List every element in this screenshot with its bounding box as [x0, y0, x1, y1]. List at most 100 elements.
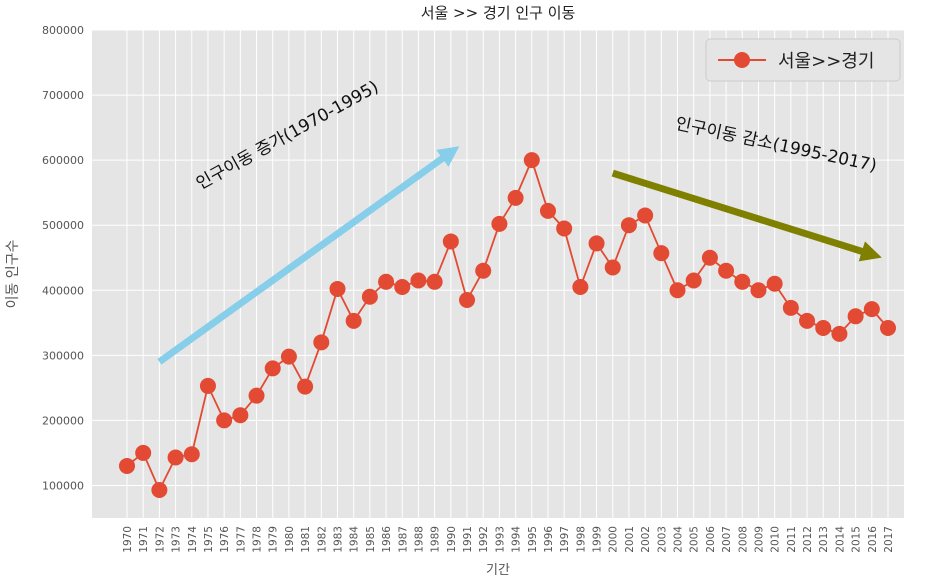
annotation-arrow	[157, 146, 460, 365]
data-point	[588, 235, 605, 252]
x-tick-label: 2000	[608, 526, 620, 553]
data-point	[232, 407, 249, 424]
y-tick-label: 500000	[42, 219, 84, 232]
x-tick-label: 1971	[138, 526, 150, 553]
x-tick-label: 2009	[753, 526, 765, 553]
x-tick-label: 2010	[770, 526, 782, 553]
y-tick-label: 700000	[42, 89, 84, 102]
data-point	[782, 299, 799, 316]
data-point	[345, 312, 362, 329]
y-ticks: 100000 200000 300000 400000 500000 600000 7000…	[42, 24, 84, 492]
x-ticks: 1970 1971 1972 1973 1974 1975 1976 1977 1978 1979…	[122, 526, 895, 553]
x-tick-label: 2017	[883, 526, 895, 553]
x-axis-label: 기간	[486, 563, 510, 575]
data-point	[799, 312, 816, 329]
data-point	[653, 245, 670, 262]
grid	[92, 29, 904, 518]
y-tick-label: 100000	[42, 479, 84, 492]
x-tick-label: 1989	[430, 526, 442, 553]
x-tick-label: 1981	[300, 526, 312, 553]
data-point	[280, 348, 297, 365]
data-point	[604, 259, 621, 276]
legend-marker	[734, 52, 750, 68]
x-tick-label: 1992	[478, 526, 490, 553]
data-point	[426, 273, 443, 290]
x-tick-label: 1974	[187, 526, 199, 553]
y-tick-label: 200000	[42, 414, 84, 427]
x-tick-label: 1977	[235, 526, 247, 553]
x-tick-label: 2011	[786, 526, 798, 553]
x-tick-label: 1982	[316, 526, 328, 553]
data-point	[539, 202, 556, 219]
data-point	[216, 412, 233, 429]
y-tick-label: 800000	[42, 24, 84, 37]
x-tick-label: 1996	[543, 526, 555, 553]
x-tick-label: 1979	[268, 526, 280, 553]
x-tick-label: 1988	[413, 526, 425, 553]
data-point	[167, 449, 184, 466]
x-tick-label: 1970	[122, 526, 134, 553]
data-point	[880, 320, 896, 337]
data-point	[410, 272, 427, 289]
x-tick-label: 2015	[851, 526, 863, 553]
x-tick-label: 1993	[494, 526, 506, 553]
data-point	[815, 320, 832, 337]
x-tick-label: 1980	[284, 526, 296, 553]
data-point	[847, 308, 864, 325]
x-tick-label: 1983	[332, 526, 344, 553]
data-point	[491, 215, 508, 232]
x-tick-label: 1973	[171, 526, 183, 553]
annotation-arrow	[611, 169, 882, 262]
data-point	[361, 288, 378, 305]
y-axis-label: 이동 인구수	[5, 239, 21, 308]
x-tick-label: 1986	[381, 526, 393, 553]
x-tick-label: 1997	[559, 526, 571, 553]
data-point	[572, 279, 589, 296]
x-tick-label: 1972	[154, 526, 166, 553]
x-tick-label: 2006	[705, 526, 717, 553]
data-point	[119, 457, 135, 474]
x-tick-label: 2005	[689, 526, 701, 553]
data-point	[442, 233, 459, 250]
x-tick-label: 1976	[219, 526, 231, 553]
x-tick-label: 1990	[446, 526, 458, 553]
x-tick-label: 1978	[252, 526, 264, 553]
x-tick-label: 1984	[349, 526, 361, 553]
data-point	[620, 217, 637, 234]
data-point	[831, 325, 848, 342]
series	[119, 152, 896, 499]
data-point	[863, 301, 880, 318]
data-point	[313, 334, 330, 351]
x-tick-label: 1999	[592, 526, 604, 553]
data-point	[264, 360, 281, 377]
data-point	[329, 280, 346, 297]
x-tick-label: 2014	[834, 526, 846, 553]
data-point	[685, 272, 702, 289]
data-point	[378, 273, 395, 290]
y-tick-label: 400000	[42, 284, 84, 297]
data-point	[135, 444, 152, 461]
data-point	[637, 207, 654, 224]
legend: 서울>>경기	[705, 38, 901, 82]
x-tick-label: 1985	[365, 526, 377, 553]
data-point	[734, 273, 751, 290]
data-point	[750, 282, 767, 299]
data-point	[523, 152, 540, 169]
data-point	[701, 249, 718, 266]
x-tick-label: 2007	[721, 526, 733, 553]
x-tick-label: 2008	[737, 526, 749, 553]
x-tick-label: 2012	[802, 526, 814, 553]
data-point	[199, 377, 216, 394]
x-tick-label: 1998	[575, 526, 587, 553]
data-point	[394, 279, 411, 296]
data-point	[669, 282, 686, 299]
x-tick-label: 2013	[818, 526, 830, 553]
data-point	[507, 189, 524, 206]
x-tick-label: 2003	[656, 526, 668, 553]
x-tick-label: 1991	[462, 526, 474, 553]
x-tick-label: 1994	[511, 526, 523, 553]
data-point	[297, 378, 314, 395]
y-tick-label: 600000	[42, 154, 84, 167]
chart-title: 서울 >> 경기 인구 이동	[421, 4, 576, 22]
